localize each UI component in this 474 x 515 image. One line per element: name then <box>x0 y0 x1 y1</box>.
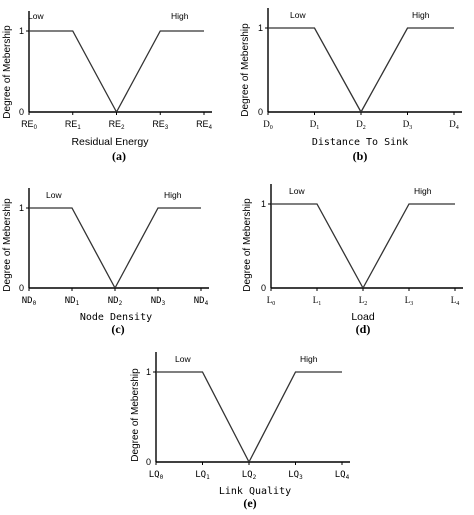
y-tick-label: 0 <box>19 107 24 117</box>
x-tick-label: RE1 <box>65 119 82 131</box>
y-tick-label: 1 <box>258 23 263 33</box>
x-tick-label: LQ0 <box>149 470 164 481</box>
series-line-high <box>114 207 201 289</box>
series-label-low: Low <box>175 354 191 364</box>
x-axis-label: Link Quality <box>219 486 291 497</box>
x-tick-label: ND3 <box>151 296 166 307</box>
series-line-high <box>248 371 342 463</box>
x-tick-label: RE4 <box>196 119 213 131</box>
chart-panel-b: 0 1 D0 D1 D2 D3 D4 Low High Degree of Mebership Di… <box>240 8 462 163</box>
panel-caption: (b) <box>353 149 368 163</box>
x-axis-label: Load <box>351 311 375 323</box>
chart-panel-d: 0 1 L0 L1 L2 L3 L4 Low High Degree of Mebership Lo… <box>242 184 463 336</box>
y-tick-label: 1 <box>146 367 151 377</box>
x-tick-label: ND1 <box>65 296 80 307</box>
y-tick-label: 1 <box>19 26 24 36</box>
series-line-low <box>156 371 250 463</box>
series-label-high: High <box>171 11 189 21</box>
series-line-high <box>362 203 455 289</box>
x-tick-label: LQ1 <box>195 470 210 481</box>
x-tick-label: L1 <box>313 295 322 307</box>
series-label-high: High <box>414 186 432 196</box>
y-tick-label: 0 <box>19 283 24 293</box>
x-tick-label: L4 <box>451 295 460 307</box>
series-label-high: High <box>300 354 318 364</box>
y-axis-label: Degree of Mebership <box>2 198 13 292</box>
series-label-high: High <box>164 190 182 200</box>
x-tick-label: LQ2 <box>242 470 257 481</box>
x-axis-label: Node Density <box>80 312 152 323</box>
y-tick-label: 0 <box>258 107 263 117</box>
x-tick-label: RE2 <box>109 119 126 131</box>
x-tick-label: ND2 <box>108 296 123 307</box>
series-line-low <box>271 203 364 289</box>
y-tick-label: 1 <box>19 203 24 213</box>
series-label-low: Low <box>46 190 62 200</box>
series-line-low <box>29 207 116 289</box>
panel-caption: (e) <box>243 496 256 510</box>
chart-panel-e: 0 1 LQ0 LQ1 LQ2 LQ3 LQ4 Low High Degree of Mebers… <box>130 352 350 510</box>
y-axis-label: Degree of Mebership <box>240 23 251 117</box>
series-label-low: Low <box>290 10 306 20</box>
series-label-high: High <box>412 10 430 20</box>
panel-caption: (a) <box>112 149 126 163</box>
x-tick-label: ND0 <box>22 296 37 307</box>
y-axis-label: Degree of Mebership <box>2 25 13 119</box>
x-tick-label: D4 <box>449 119 459 131</box>
x-tick-label: D3 <box>403 119 413 131</box>
x-tick-label: D1 <box>310 119 320 131</box>
panel-caption: (d) <box>356 322 371 336</box>
x-tick-label: L0 <box>267 295 276 307</box>
x-tick-label: D0 <box>263 119 273 131</box>
x-tick-label: L3 <box>405 295 414 307</box>
panel-caption: (c) <box>111 322 124 336</box>
x-tick-label: D2 <box>356 119 366 131</box>
x-tick-label: RE3 <box>152 119 169 131</box>
y-axis-label: Degree of Mebership <box>130 368 141 462</box>
x-tick-label: LQ3 <box>288 470 303 481</box>
y-axis-label: Degree of Mebership <box>242 198 253 292</box>
x-axis-label: Residual Energy <box>71 136 149 148</box>
x-tick-label: LQ4 <box>335 470 350 481</box>
series-line-low <box>29 30 118 113</box>
series-line-high <box>115 30 204 113</box>
x-tick-label: L2 <box>359 295 368 307</box>
x-tick-label: RE0 <box>21 119 38 131</box>
chart-panel-a: 0 1 RE0 RE1 RE2 RE3 RE4 Low High Degree of Mebers… <box>2 11 213 163</box>
y-tick-label: 1 <box>261 199 266 209</box>
series-line-low <box>268 27 362 113</box>
y-tick-label: 0 <box>146 457 151 467</box>
series-line-high <box>360 27 454 113</box>
chart-panel-c: 0 1 ND0 ND1 ND2 ND3 ND4 Low High Degree of Mebers… <box>2 188 209 336</box>
y-tick-label: 0 <box>261 283 266 293</box>
series-label-low: Low <box>28 11 44 21</box>
x-tick-label: ND4 <box>194 296 209 307</box>
x-axis-label: Distance To Sink <box>312 137 408 148</box>
series-label-low: Low <box>289 186 305 196</box>
